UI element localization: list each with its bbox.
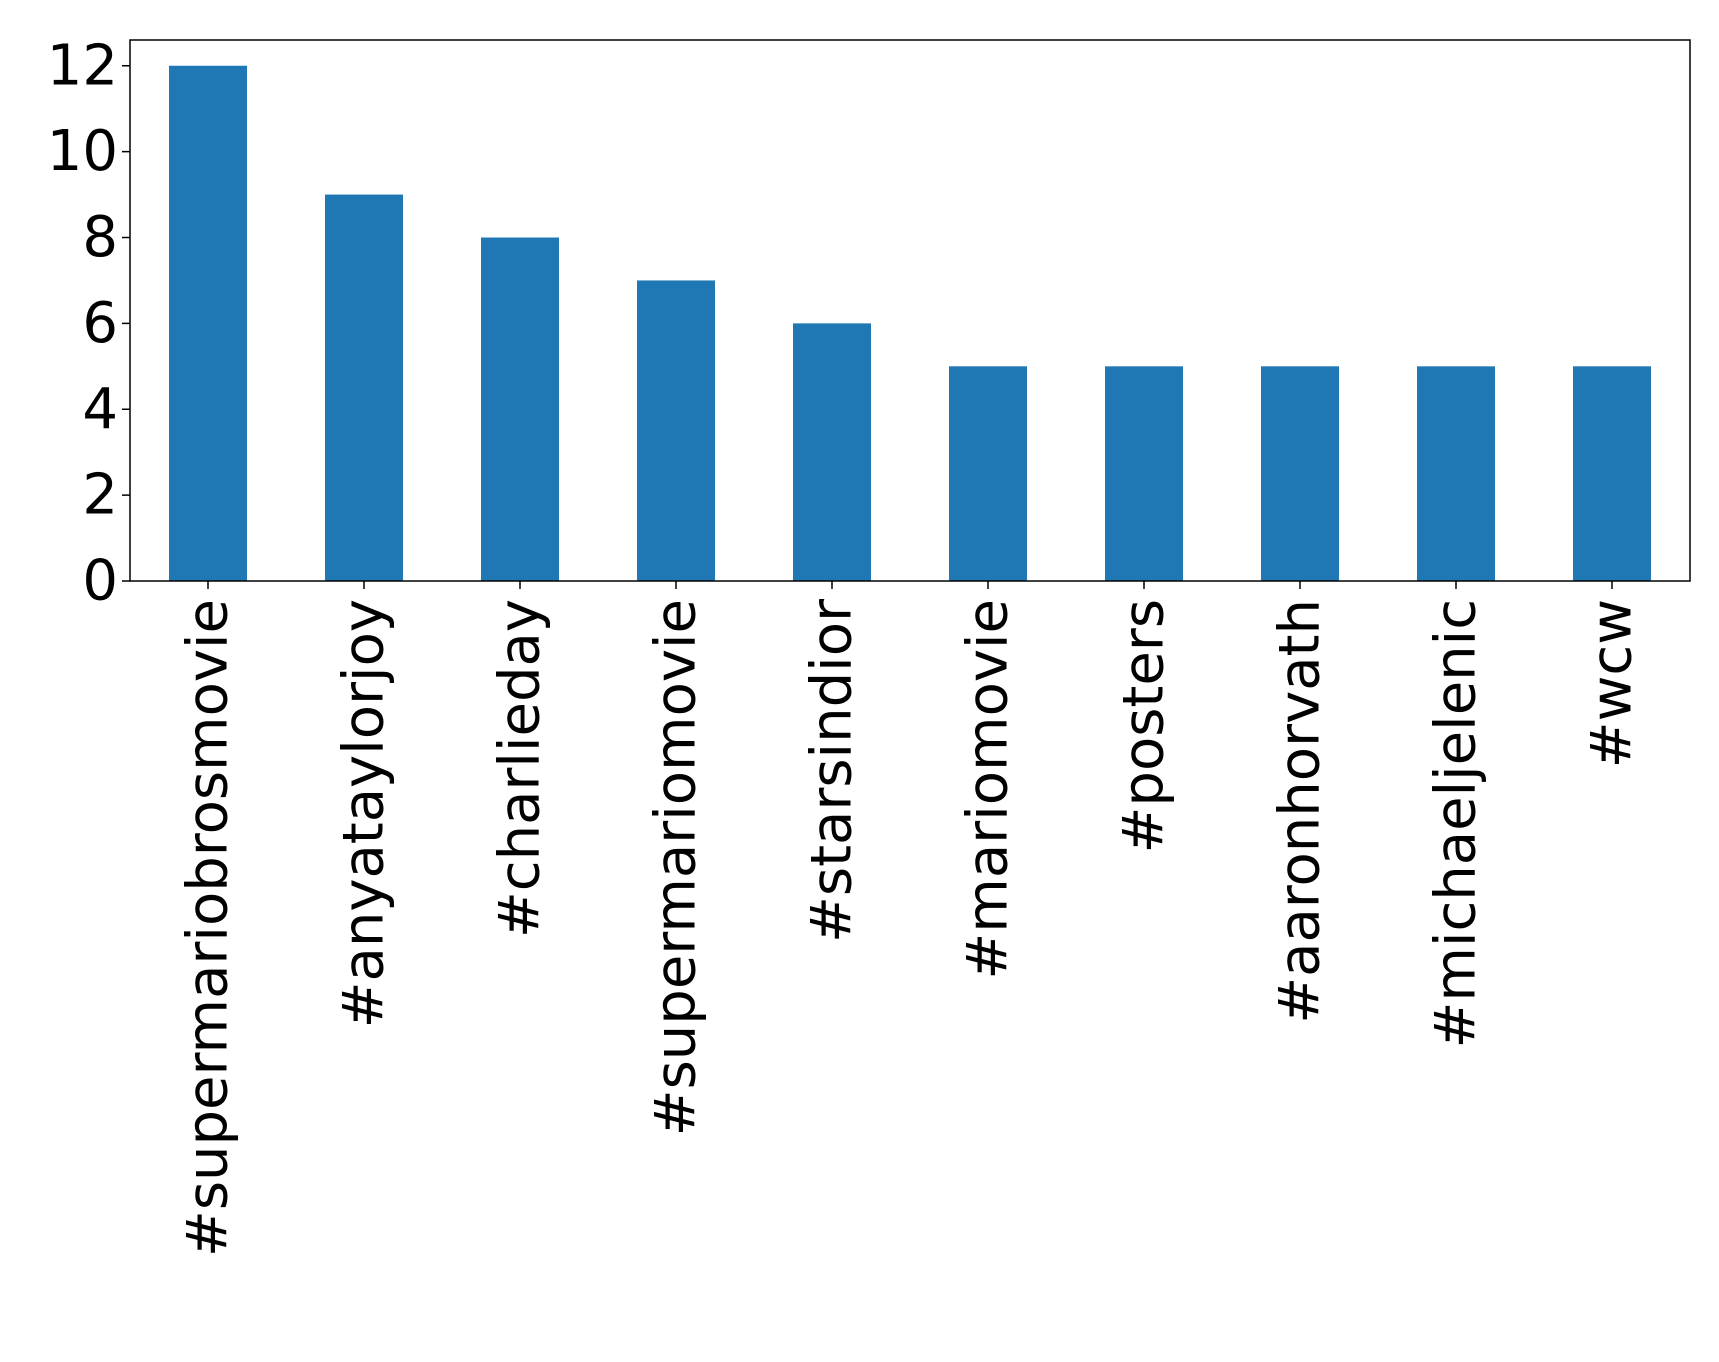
y-tick-label: 6 xyxy=(82,291,118,356)
bar-charlieday xyxy=(481,237,559,581)
bar-supermariomovie xyxy=(637,280,715,581)
bar-mariomovie xyxy=(949,366,1027,581)
bar-wcw xyxy=(1573,366,1651,581)
y-tick-label: 0 xyxy=(82,549,118,614)
x-tick-label: #starsindior xyxy=(800,598,865,943)
bar-aaronhorvath xyxy=(1261,366,1339,581)
bar-starsindior xyxy=(793,323,871,581)
plot-frame xyxy=(129,39,1691,582)
x-tick-label: #mariomovie xyxy=(956,599,1021,980)
y-tick-label: 12 xyxy=(47,33,118,98)
x-axis: #supermariobrosmovie #anyataylorjoy #charl… xyxy=(176,581,1645,1257)
x-tick-label: #aaronhorvath xyxy=(1268,599,1333,1024)
bar-anyataylorjoy xyxy=(325,194,403,582)
x-tick-label: #supermariobrosmovie xyxy=(176,599,241,1257)
x-tick-label: #anyataylorjoy xyxy=(332,599,397,1028)
bar-supermariobrosmovie xyxy=(169,65,247,581)
bars xyxy=(169,65,1651,582)
x-tick-label: #posters xyxy=(1112,599,1177,854)
x-tick-label: #supermariomovie xyxy=(644,599,709,1136)
y-tick-label: 8 xyxy=(82,205,118,270)
y-tick-label: 2 xyxy=(82,463,118,528)
x-tick-label: #charlieday xyxy=(488,599,553,938)
y-tick-label: 4 xyxy=(82,377,118,442)
y-tick-label: 10 xyxy=(47,119,118,184)
x-tick-label: #wcw xyxy=(1580,599,1645,768)
bar-posters xyxy=(1105,366,1183,581)
y-axis: 0 2 4 6 8 10 12 xyxy=(47,33,130,614)
x-tick-label: #michaeljelenic xyxy=(1424,599,1489,1049)
bar-michaeljelenic xyxy=(1417,366,1495,581)
